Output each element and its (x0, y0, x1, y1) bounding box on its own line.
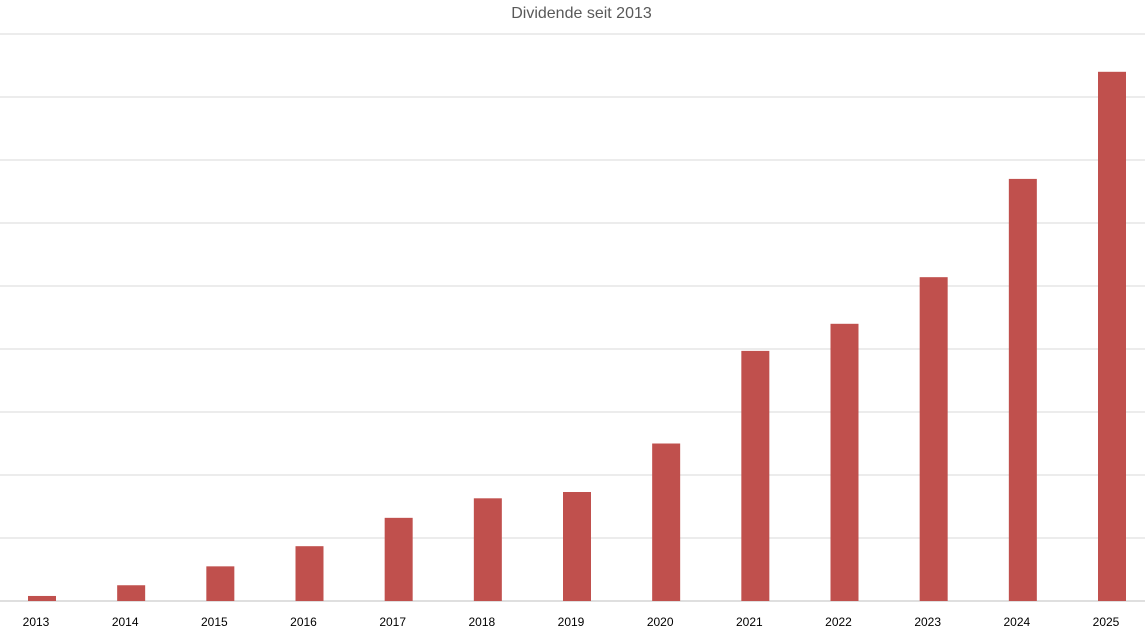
bar-2015 (206, 566, 235, 601)
chart-title: Dividende seit 2013 (511, 5, 652, 22)
x-tick-label: 2018 (468, 615, 495, 629)
bar-2024 (1008, 178, 1037, 601)
bar-2020 (652, 443, 681, 601)
x-tick-label: 2021 (736, 615, 763, 629)
bar-2022 (830, 323, 859, 601)
x-tick-label: 2017 (379, 615, 406, 629)
x-tick-label: 2022 (825, 615, 852, 629)
x-tick-label: 2013 (23, 615, 50, 629)
x-tick-label: 2019 (558, 615, 585, 629)
x-tick-label: 2015 (201, 615, 228, 629)
bar-2021 (741, 350, 770, 601)
bar-2023 (919, 277, 948, 601)
x-tick-label: 2014 (112, 615, 139, 629)
bar-2025 (1098, 71, 1126, 602)
x-tick-label: 2016 (290, 615, 317, 629)
bar-2017 (384, 517, 413, 601)
x-tick-label: 2023 (914, 615, 941, 629)
x-tick-label: 2025 (1093, 615, 1120, 629)
bar-2014 (117, 585, 146, 601)
x-tick-label: 2024 (1003, 615, 1030, 629)
bar-2016 (295, 546, 324, 601)
bar-2019 (563, 492, 591, 601)
x-tick-label: 2020 (647, 615, 674, 629)
bar-2018 (473, 498, 502, 601)
bar-2013 (28, 595, 56, 601)
